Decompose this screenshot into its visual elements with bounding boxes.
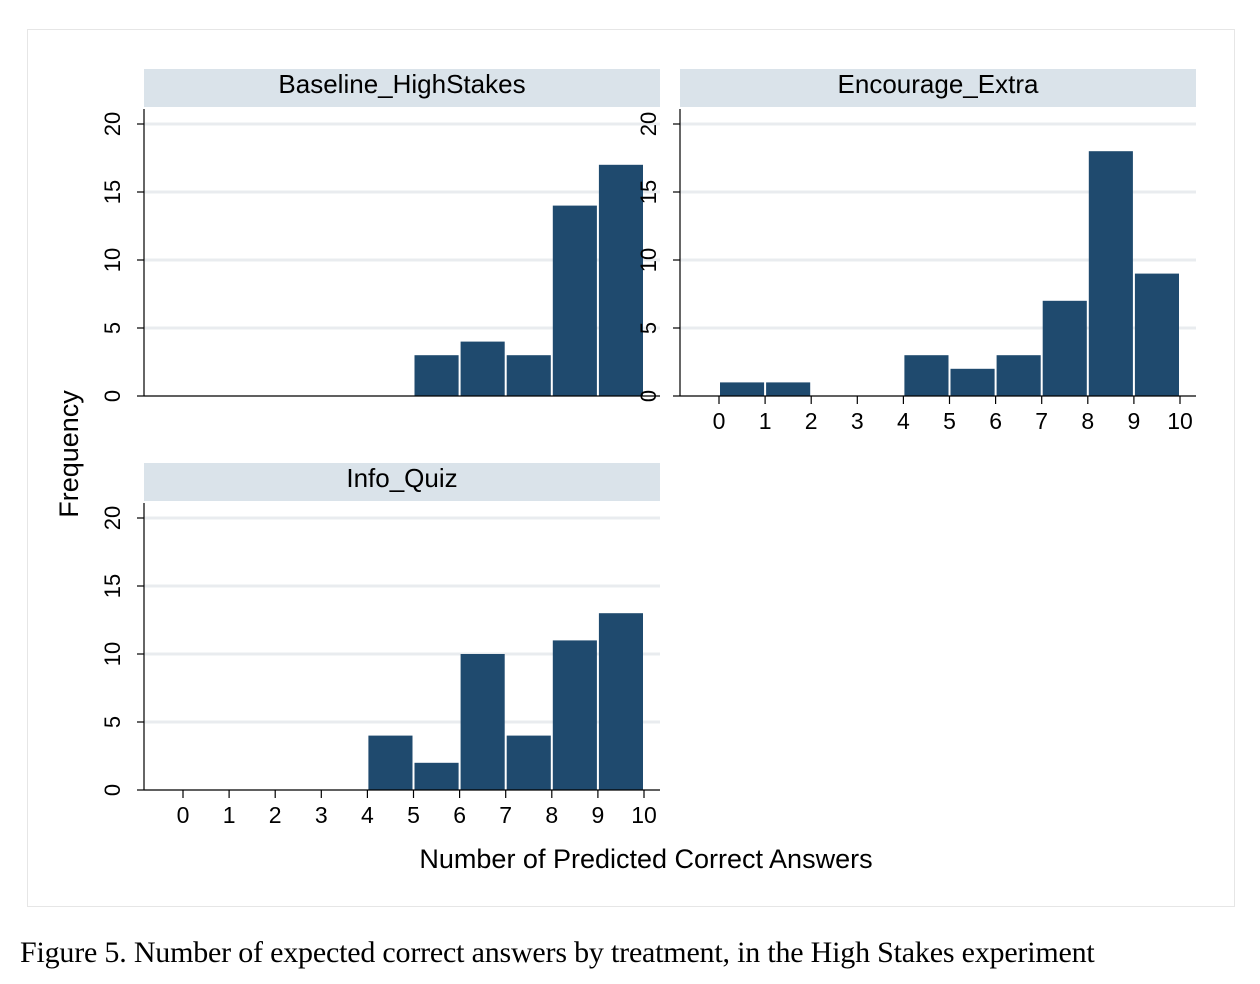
x-tick-label: 10 [631, 802, 657, 828]
x-tick-label: 10 [1167, 408, 1193, 434]
x-tick-label: 7 [1035, 408, 1048, 434]
x-tick-label: 4 [897, 408, 910, 434]
x-tick-label: 9 [592, 802, 605, 828]
histogram-bar [766, 382, 811, 396]
histogram-bar [1134, 273, 1179, 396]
y-tick-label: 20 [100, 506, 125, 530]
x-tick-label: 6 [989, 408, 1002, 434]
y-tick-label: 15 [636, 180, 661, 204]
panel-strip-baseline [144, 69, 660, 107]
histogram-bar [552, 205, 597, 396]
x-tick-label: 0 [177, 802, 190, 828]
histogram-bar [506, 355, 551, 396]
y-tick-label: 10 [100, 248, 125, 272]
x-tick-label: 4 [361, 802, 374, 828]
histogram-bar [506, 735, 551, 790]
histogram-bar [720, 382, 765, 396]
y-tick-label: 20 [100, 112, 125, 136]
y-tick-label: 10 [100, 642, 125, 666]
y-tick-label: 0 [100, 784, 125, 796]
panel-encourage: Encourage_Extra 0 5 10 15 20 0 1 2 3 4 5 6 7 8 9 10 [636, 69, 1196, 434]
panel-title-baseline: Baseline_HighStakes [278, 69, 525, 99]
x-tick-label: 3 [315, 802, 328, 828]
panel-title-info-quiz: Info_Quiz [346, 463, 457, 493]
x-tick-label: 9 [1128, 408, 1141, 434]
x-tick-label: 5 [407, 802, 420, 828]
histogram-bar [950, 368, 995, 396]
x-tick-label: 3 [851, 408, 864, 434]
x-tick-label: 6 [453, 802, 466, 828]
y-tick-label: 5 [100, 716, 125, 728]
y-tick-label: 15 [100, 574, 125, 598]
x-axis-label: Number of Predicted Correct Answers [419, 844, 872, 874]
x-tick-label: 8 [1081, 408, 1094, 434]
x-tick-label: 8 [545, 802, 558, 828]
histogram-bar [1088, 151, 1133, 396]
histogram-bar [552, 640, 597, 790]
y-tick-label: 5 [636, 322, 661, 334]
panel-strip-encourage [680, 69, 1196, 107]
figure-caption: Figure 5. Number of expected correct ans… [20, 936, 1095, 969]
y-tick-label: 20 [636, 112, 661, 136]
x-tick-label: 2 [269, 802, 282, 828]
histogram-bar [1042, 300, 1087, 396]
panel-title-encourage: Encourage_Extra [838, 69, 1039, 99]
y-tick-label: 5 [100, 322, 125, 334]
y-tick-label: 15 [100, 180, 125, 204]
x-tick-label: 1 [223, 802, 236, 828]
x-tick-label: 5 [943, 408, 956, 434]
y-tick-label: 0 [636, 390, 661, 402]
panel-baseline: Baseline_HighStakes 0 5 10 15 20 [100, 69, 660, 402]
x-tick-label: 2 [805, 408, 818, 434]
histogram-bar [368, 735, 413, 790]
histogram-bar [598, 164, 643, 396]
histogram-bar [904, 355, 949, 396]
histogram-bar [414, 762, 459, 790]
y-tick-label: 0 [100, 390, 125, 402]
histogram-bar [414, 355, 459, 396]
histogram-bar [598, 613, 643, 790]
histogram-bar [996, 355, 1041, 396]
x-tick-label: 0 [713, 408, 726, 434]
x-tick-label: 7 [499, 802, 512, 828]
y-axis-label: Frequency [54, 390, 84, 518]
x-tick-label: 1 [759, 408, 772, 434]
panel-strip-info-quiz [144, 463, 660, 501]
y-tick-label: 10 [636, 248, 661, 272]
histogram-bar [460, 341, 505, 396]
histogram-bar [460, 654, 505, 790]
panel-info-quiz: Info_Quiz 0 5 10 15 20 0 1 2 3 4 5 6 7 8 9 10 [100, 463, 660, 828]
